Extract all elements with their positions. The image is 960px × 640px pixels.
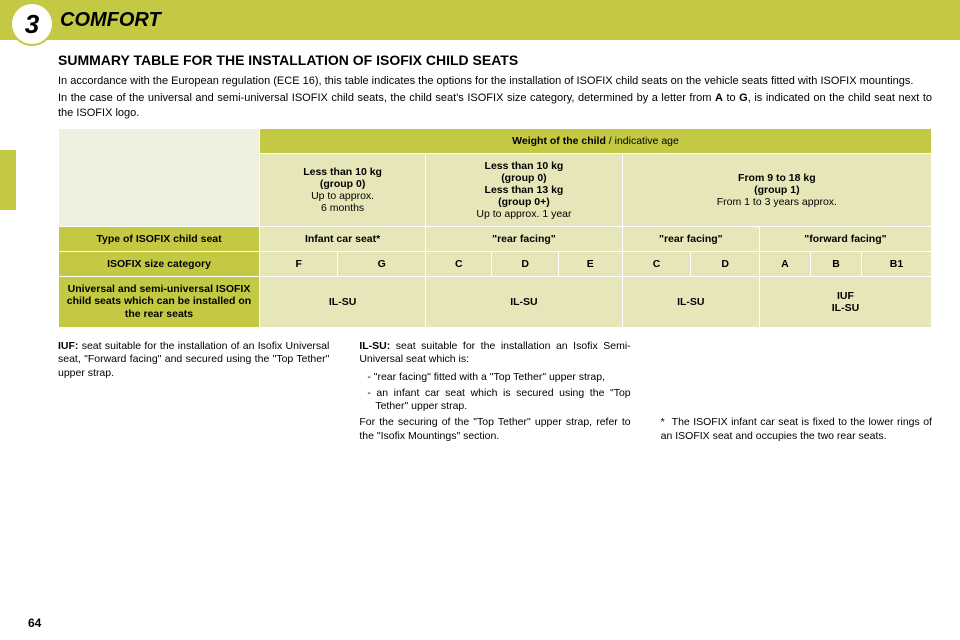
univ-c4a: IUF	[837, 290, 854, 302]
c1l1: Less than 10 kg	[303, 166, 382, 178]
c3l3: From 1 to 3 years approx.	[717, 196, 837, 208]
ilsu-p2: For the securing of the "Top Tether" upp…	[359, 416, 630, 443]
chapter-number-badge: 3	[10, 2, 54, 46]
weight-header-bold: Weight of the child	[512, 135, 606, 147]
type-c1: Infant car seat*	[260, 227, 425, 251]
intro-p2c: to	[723, 92, 739, 104]
size-d: D	[492, 252, 557, 276]
intro-p2: In the case of the universal and semi-un…	[58, 91, 932, 120]
ilsu-b1: - "rear facing" fitted with a "Top Tethe…	[367, 371, 630, 385]
size-b1: B1	[862, 252, 931, 276]
type-label: Type of ISOFIX child seat	[59, 227, 259, 251]
star-symbol: *	[661, 416, 665, 428]
intro-p1: In accordance with the European regulati…	[58, 74, 932, 88]
intro-p2a: In the case of the universal and semi-un…	[58, 92, 715, 104]
type-c2: "rear facing"	[426, 227, 622, 251]
left-side-tab	[0, 150, 18, 210]
c1l2: (group 0)	[320, 178, 366, 190]
notes-row: IUF: seat suitable for the installation …	[58, 340, 932, 447]
c3l1: From 9 to 18 kg	[738, 172, 816, 184]
size-c: C	[426, 252, 491, 276]
page-content: SUMMARY TABLE FOR THE INSTALLATION OF IS…	[0, 40, 960, 457]
size-e: E	[559, 252, 622, 276]
iuf-label: IUF:	[58, 340, 78, 352]
chapter-title: COMFORT	[60, 9, 161, 32]
intro-p2b: A	[715, 92, 723, 104]
size-b: B	[811, 252, 861, 276]
c2l1: Less than 10 kg	[485, 160, 564, 172]
iuf-text: seat suitable for the installation of an…	[58, 340, 329, 379]
table-row: Universal and semi-universal ISOFIX chil…	[59, 277, 931, 327]
univ-c4: IUF IL-SU	[760, 277, 931, 327]
univ-c3: IL-SU	[623, 277, 759, 327]
type-c3: "rear facing"	[623, 227, 759, 251]
ilsu-b2: - an infant car seat which is secured us…	[367, 387, 630, 414]
note-ilsu: IL-SU: seat suitable for the installatio…	[359, 340, 630, 447]
note-iuf: IUF: seat suitable for the installation …	[58, 340, 329, 447]
size-f: F	[260, 252, 337, 276]
ilsu-label: IL-SU:	[359, 340, 390, 352]
section-title: SUMMARY TABLE FOR THE INSTALLATION OF IS…	[58, 52, 932, 68]
page-number: 64	[28, 616, 41, 630]
size-a: A	[760, 252, 810, 276]
c1l4: 6 months	[321, 202, 364, 214]
intro-text: In accordance with the European regulati…	[58, 74, 932, 120]
col-header-3: From 9 to 18 kg (group 1) From 1 to 3 ye…	[623, 154, 931, 226]
table-row: ISOFIX size category F G C D E C D A B B…	[59, 252, 931, 276]
size-label: ISOFIX size category	[59, 252, 259, 276]
c1l3: Up to approx.	[311, 190, 374, 202]
note-star: * The ISOFIX infant car seat is fixed to…	[661, 340, 932, 447]
univ-c1: IL-SU	[260, 277, 425, 327]
page-header: 3 COMFORT	[0, 0, 960, 40]
star-text: The ISOFIX infant car seat is fixed to t…	[661, 416, 932, 442]
c2l3: Less than 13 kg	[485, 184, 564, 196]
col-header-2: Less than 10 kg (group 0) Less than 13 k…	[426, 154, 622, 226]
size-c2: C	[623, 252, 691, 276]
c3l2: (group 1)	[754, 184, 800, 196]
size-d2: D	[691, 252, 759, 276]
blank-cell	[59, 129, 259, 226]
univ-c2: IL-SU	[426, 277, 622, 327]
isofix-table: Weight of the child / indicative age Les…	[58, 128, 932, 328]
chapter-number: 3	[25, 9, 39, 40]
table-row: Type of ISOFIX child seat Infant car sea…	[59, 227, 931, 251]
col-header-1: Less than 10 kg (group 0) Up to approx. …	[260, 154, 425, 226]
c2l4: (group 0+)	[498, 196, 550, 208]
intro-p2d: G	[739, 92, 748, 104]
ilsu-text: seat suitable for the installation an Is…	[359, 340, 630, 366]
univ-c4b: IL-SU	[832, 302, 859, 314]
type-c4: "forward facing"	[760, 227, 931, 251]
weight-header-sub: / indicative age	[606, 135, 679, 147]
weight-header: Weight of the child / indicative age	[260, 129, 931, 153]
c2l2: (group 0)	[501, 172, 547, 184]
table-row: Weight of the child / indicative age	[59, 129, 931, 153]
univ-label: Universal and semi-universal ISOFIX chil…	[59, 277, 259, 327]
c2l5: Up to approx. 1 year	[476, 208, 571, 220]
size-g: G	[338, 252, 425, 276]
